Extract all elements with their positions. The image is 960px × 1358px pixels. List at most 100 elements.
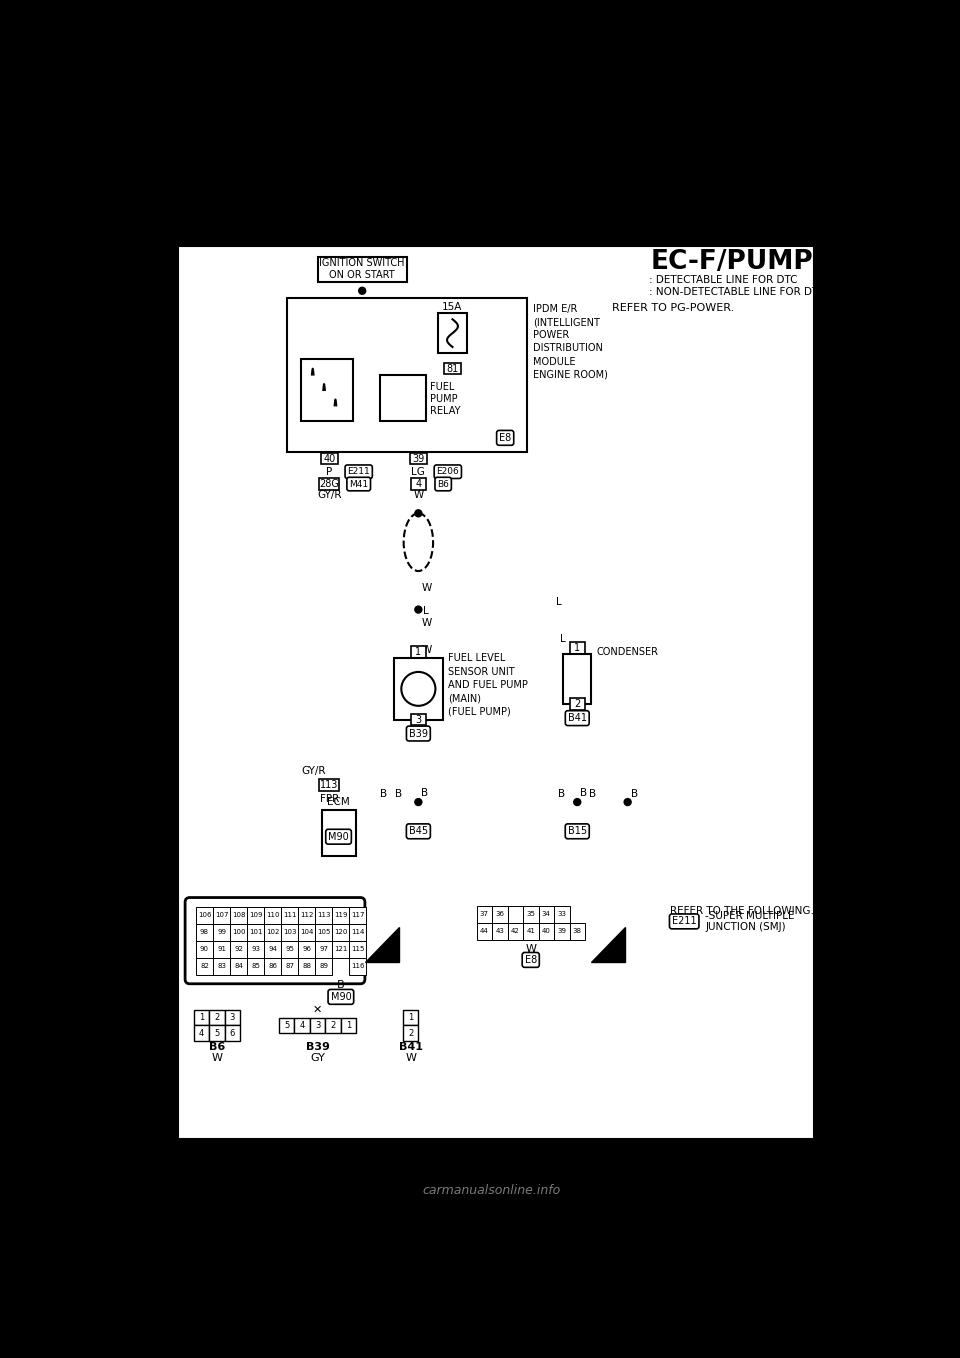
Text: 4: 4	[199, 1028, 204, 1038]
Text: 2: 2	[408, 1028, 413, 1038]
Text: B6: B6	[437, 479, 449, 489]
Text: REFER TO THE FOLLOWING.: REFER TO THE FOLLOWING.	[670, 906, 814, 917]
Bar	[213, 923, 230, 941]
Bar	[569, 698, 585, 710]
Text: 1: 1	[574, 644, 580, 653]
Bar	[213, 941, 230, 957]
Text: 84: 84	[234, 963, 243, 970]
Bar	[315, 907, 332, 923]
Bar	[209, 1025, 225, 1040]
Bar	[281, 941, 299, 957]
Text: B: B	[380, 789, 387, 800]
Text: 94: 94	[268, 947, 277, 952]
Text: 97: 97	[320, 947, 328, 952]
Text: 113: 113	[317, 913, 330, 918]
Text: : DETECTABLE LINE FOR DTC: : DETECTABLE LINE FOR DTC	[649, 276, 797, 285]
Text: 83: 83	[217, 963, 226, 970]
Text: 92: 92	[234, 947, 243, 952]
Text: 109: 109	[249, 913, 262, 918]
Text: M90: M90	[328, 831, 348, 842]
Text: 35: 35	[526, 911, 535, 918]
Bar	[523, 923, 539, 940]
Text: 113: 113	[320, 779, 339, 790]
Text: 39: 39	[557, 929, 566, 934]
Bar	[341, 1017, 356, 1033]
Text: 118: 118	[351, 929, 365, 936]
Bar	[299, 941, 315, 957]
Bar	[278, 1017, 295, 1033]
Bar	[554, 923, 569, 940]
Bar	[569, 642, 585, 653]
Text: 103: 103	[283, 929, 297, 936]
Text: 36: 36	[495, 911, 504, 918]
Circle shape	[574, 799, 581, 805]
Text: FUEL LEVEL
SENSOR UNIT
AND FUEL PUMP
(MAIN)
(FUEL PUMP): FUEL LEVEL SENSOR UNIT AND FUEL PUMP (MA…	[447, 653, 528, 716]
Text: E8: E8	[524, 955, 537, 966]
Text: W: W	[413, 490, 423, 500]
Bar	[299, 923, 315, 941]
Bar	[349, 907, 367, 923]
Text: 121: 121	[334, 947, 348, 952]
Bar	[209, 1010, 225, 1025]
Text: B6: B6	[208, 1042, 225, 1052]
Bar	[492, 923, 508, 940]
Text: B: B	[558, 789, 565, 800]
Bar	[264, 941, 281, 957]
Text: 42: 42	[511, 929, 519, 934]
Bar	[411, 478, 426, 490]
Bar	[322, 809, 356, 856]
Bar	[264, 923, 281, 941]
Text: W: W	[421, 618, 432, 629]
Text: 4: 4	[416, 479, 421, 489]
Bar	[230, 941, 247, 957]
Text: ✕: ✕	[313, 1005, 323, 1014]
Text: 91: 91	[217, 947, 226, 952]
Text: 96: 96	[302, 947, 311, 952]
Text: 2: 2	[330, 1021, 336, 1029]
Text: 88: 88	[302, 963, 311, 970]
Bar	[299, 957, 315, 975]
Text: REFER TO PG-POWER.: REFER TO PG-POWER.	[612, 303, 734, 312]
Text: W: W	[525, 944, 537, 955]
Bar	[213, 957, 230, 975]
Text: 40: 40	[324, 454, 335, 463]
Bar	[315, 923, 332, 941]
Text: 114: 114	[351, 929, 365, 936]
Bar	[539, 906, 554, 923]
Text: 1: 1	[346, 1021, 351, 1029]
Bar	[315, 957, 332, 975]
Text: H.S.: H.S.	[595, 944, 621, 953]
Bar	[225, 1010, 240, 1025]
Circle shape	[359, 288, 366, 295]
Bar	[379, 375, 426, 421]
Text: 1: 1	[199, 1013, 204, 1023]
Text: 116: 116	[351, 963, 365, 970]
Bar	[411, 714, 426, 725]
Text: 2: 2	[574, 699, 581, 709]
Circle shape	[415, 799, 421, 805]
Bar	[225, 1025, 240, 1040]
Bar	[230, 907, 247, 923]
Bar	[230, 923, 247, 941]
Text: FPR: FPR	[320, 794, 339, 804]
Text: 2: 2	[214, 1013, 220, 1023]
Bar	[321, 452, 338, 464]
Text: 111: 111	[283, 913, 297, 918]
Text: 108: 108	[231, 913, 246, 918]
Text: 4: 4	[300, 1021, 304, 1029]
Text: 28G: 28G	[320, 479, 339, 489]
Bar	[332, 941, 349, 957]
Text: B: B	[337, 980, 345, 990]
Text: 110: 110	[266, 913, 279, 918]
Bar	[438, 314, 468, 353]
Bar	[569, 923, 585, 940]
Text: B15: B15	[567, 826, 587, 837]
Bar	[281, 923, 299, 941]
Text: 37: 37	[480, 911, 489, 918]
Text: 81: 81	[446, 364, 459, 373]
Bar	[315, 941, 332, 957]
Bar	[213, 907, 230, 923]
Bar	[325, 1017, 341, 1033]
Text: -SUPER MULTIPLE
JUNCTION (SMJ): -SUPER MULTIPLE JUNCTION (SMJ)	[706, 911, 795, 932]
Text: GY: GY	[310, 1052, 325, 1063]
